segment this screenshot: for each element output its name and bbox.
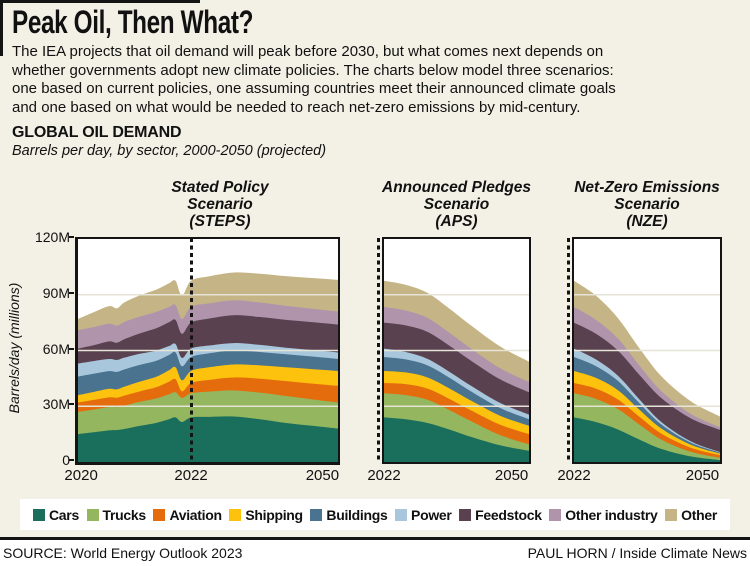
y-tick-label-120: 120M (34, 229, 70, 245)
legend-item-cars: Cars (33, 507, 79, 523)
chart-title-aps: Announced Pledges Scenario (APS) (337, 179, 577, 230)
legend-item-shipping: Shipping (229, 506, 303, 523)
legend-swatch-feedstock (459, 508, 472, 521)
legend-label: Buildings (326, 506, 388, 523)
legend-label: Feedstock (475, 506, 542, 523)
legend-item-feedstock: Feedstock (459, 507, 542, 523)
chart-heading: GLOBAL OIL DEMAND (12, 124, 182, 141)
legend-label: Cars (49, 506, 79, 523)
x-tick-label-2022: 2022 (367, 467, 401, 484)
legend-label: Trucks (102, 506, 147, 523)
chart-title-line: (NZE) (626, 213, 668, 230)
chart-title-line: Scenario (614, 196, 680, 213)
x-tick-label-2050: 2050 (305, 467, 340, 484)
legend-label: Other industry (565, 506, 658, 523)
chart-title-line: Scenario (187, 196, 253, 213)
dashed-2022-marker (567, 238, 570, 463)
legend-label: Other (681, 506, 717, 523)
legend-swatch-buildings (310, 508, 323, 521)
intro-line: The IEA projects that oil demand will pe… (12, 43, 604, 60)
chart-title-line: (STEPS) (189, 213, 251, 230)
stacked-area-plot-aps (384, 280, 529, 462)
legend-item-buildings: Buildings (310, 506, 388, 523)
y-tick-label-90: 90M (42, 284, 70, 301)
stacked-area-plot-nze (574, 280, 720, 462)
y-tick-mark (69, 291, 74, 294)
chart-aps: Announced Pledges Scenario (APS) 2022 2050 (367, 179, 531, 484)
dashed-2022-marker (189, 238, 193, 463)
legend-item-aviation: Aviation (153, 506, 222, 523)
y-tick-label-60: 60M (42, 340, 70, 357)
top-rule (0, 0, 200, 3)
chart-nze: Net-Zero Emissions Scenario (NZE) 2022 2050 (557, 179, 722, 484)
intro-line: one based on current policies, one assum… (12, 80, 616, 97)
legend-swatch-cars (33, 508, 45, 521)
legend-swatch-power (395, 508, 408, 521)
legend-item-other-industry: Other industry (549, 506, 658, 523)
legend-label: Shipping (245, 506, 303, 523)
intro-paragraph: The IEA projects that oil demand will pe… (12, 43, 732, 117)
chart-title-line: Stated Policy (171, 179, 269, 196)
legend-swatch-trucks (86, 508, 99, 521)
legend-swatch-other-industry (549, 508, 562, 521)
y-tick-mark (69, 347, 74, 350)
x-tick-label-2022: 2022 (174, 467, 208, 484)
chart-title-line: Scenario (423, 196, 490, 213)
legend-swatch-other (665, 508, 678, 521)
chart-title-line: Announced Pledges (382, 179, 531, 196)
x-tick-label-2020: 2020 (64, 467, 98, 484)
chart-card: Peak Oil, Then What? The IEA projects th… (0, 0, 750, 540)
legend-swatch-shipping (229, 508, 242, 521)
intro-line: whether governments adopt new climate po… (12, 61, 614, 79)
legend-swatch-aviation (153, 508, 166, 521)
chart-title-line: (APS) (435, 213, 478, 230)
x-tick-label-2050: 2050 (494, 467, 529, 484)
dashed-2022-marker (377, 238, 380, 463)
y-tick-label-30: 30M (42, 396, 70, 413)
chart-steps: Stated Policy Scenario (STEPS) 2020 2022 2050 (64, 179, 340, 484)
legend: Cars Trucks Aviation Shipping Buildings Power… (20, 499, 730, 530)
y-tick-mark (69, 403, 74, 406)
legend-item-other: Other (665, 507, 717, 523)
x-tick-label-2022: 2022 (557, 467, 591, 484)
legend-item-power: Power (395, 507, 452, 523)
source-credit: SOURCE: World Energy Outlook 2023 (3, 545, 243, 561)
legend-item-trucks: Trucks (86, 506, 147, 523)
area-cars (574, 417, 720, 462)
y-tick-label-0: 0 (62, 452, 70, 468)
chart-title-nze: Net-Zero Emissions Scenario (NZE) (527, 179, 750, 230)
chart-title-line: Net-Zero Emissions (574, 179, 720, 196)
area-cars (384, 417, 529, 462)
intro-line: and one based on what would be needed to… (12, 98, 581, 116)
y-tick-mark (69, 236, 74, 238)
legend-label: Power (411, 506, 452, 523)
chart-title-steps: Stated Policy Scenario (STEPS) (100, 179, 340, 230)
x-tick-label-2050: 2050 (685, 467, 720, 484)
author-credit: PAUL HORN / Inside Climate News (527, 545, 747, 561)
legend-label: Aviation (169, 506, 222, 523)
y-tick-mark (69, 459, 74, 461)
chart-subheading: Barrels per day, by sector, 2000-2050 (p… (12, 143, 327, 159)
page-title: Peak Oil, Then What? (12, 4, 254, 40)
left-rule (0, 0, 3, 56)
area-cars (78, 416, 338, 462)
stacked-area-plot-steps (78, 272, 338, 462)
